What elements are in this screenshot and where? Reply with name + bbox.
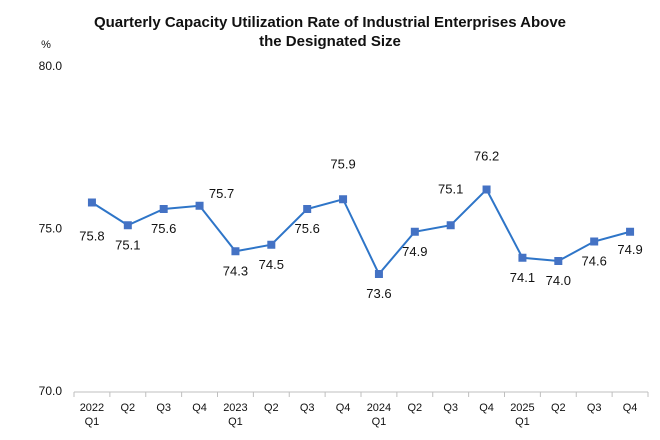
data-point-marker xyxy=(87,198,96,207)
data-label: 73.6 xyxy=(366,286,391,301)
x-tick-label: 2022 xyxy=(80,402,104,414)
x-tick-label: Q2 xyxy=(120,402,135,414)
x-tick-label: Q1 xyxy=(372,416,387,428)
data-point-marker xyxy=(267,240,276,249)
data-point-marker xyxy=(195,201,204,210)
data-label: 74.5 xyxy=(259,257,284,272)
y-tick-label: 80.0 xyxy=(39,59,63,73)
data-label: 75.6 xyxy=(151,221,176,236)
data-label: 74.3 xyxy=(223,263,248,278)
x-tick-label: Q3 xyxy=(587,402,602,414)
data-label: 75.8 xyxy=(79,229,104,244)
title-line-1: Quarterly Capacity Utilization Rate of I… xyxy=(93,14,567,31)
x-tick-label: Q2 xyxy=(264,402,279,414)
data-point-marker xyxy=(339,195,348,204)
data-label: 75.7 xyxy=(209,186,234,201)
x-tick-label: 2023 xyxy=(223,402,247,414)
data-label: 74.9 xyxy=(402,244,427,259)
x-tick-label: Q4 xyxy=(336,402,351,414)
data-point-marker xyxy=(303,205,312,213)
chart-title: Quarterly Capacity Utilization Rate of I… xyxy=(0,13,660,51)
x-tick-label: 2024 xyxy=(367,402,391,414)
y-tick-label: 75.0 xyxy=(39,222,63,236)
x-tick-label: 2025 xyxy=(510,402,534,414)
data-label: 74.6 xyxy=(582,254,607,269)
x-tick-label: Q2 xyxy=(407,402,422,414)
data-point-marker xyxy=(626,227,635,236)
data-label: 74.9 xyxy=(617,242,642,257)
x-tick-label: Q3 xyxy=(300,402,315,414)
data-label: 75.1 xyxy=(115,237,140,252)
data-point-marker xyxy=(410,227,419,236)
data-label: 75.9 xyxy=(330,156,355,171)
data-point-marker xyxy=(231,247,240,256)
x-tick-label: Q1 xyxy=(515,416,530,428)
x-tick-label: Q3 xyxy=(443,402,458,414)
data-point-marker xyxy=(590,237,599,246)
data-point-marker xyxy=(159,205,168,213)
x-tick-label: Q1 xyxy=(85,416,100,428)
x-tick-label: Q4 xyxy=(479,402,494,414)
x-tick-label: Q2 xyxy=(551,402,566,414)
data-point-marker xyxy=(374,270,383,278)
data-label: 76.2 xyxy=(474,149,499,164)
x-tick-label: Q4 xyxy=(623,402,638,414)
data-label: 75.6 xyxy=(295,221,320,236)
y-tick-label: 70.0 xyxy=(39,384,63,398)
data-point-marker xyxy=(123,221,132,230)
y-axis-unit: % xyxy=(41,39,51,51)
data-point-marker xyxy=(482,185,491,194)
data-point-marker xyxy=(518,253,527,262)
x-tick-label: Q3 xyxy=(156,402,171,414)
data-label: 75.1 xyxy=(438,181,463,196)
series-line xyxy=(91,187,631,276)
x-tick-label: Q4 xyxy=(192,402,207,414)
x-tick-label: Q1 xyxy=(228,416,243,428)
data-point-marker xyxy=(554,257,563,265)
title-line-2: the Designated Size xyxy=(259,33,401,50)
data-label: 74.1 xyxy=(510,270,535,285)
data-label: 74.0 xyxy=(546,273,571,288)
data-point-marker xyxy=(446,221,455,230)
